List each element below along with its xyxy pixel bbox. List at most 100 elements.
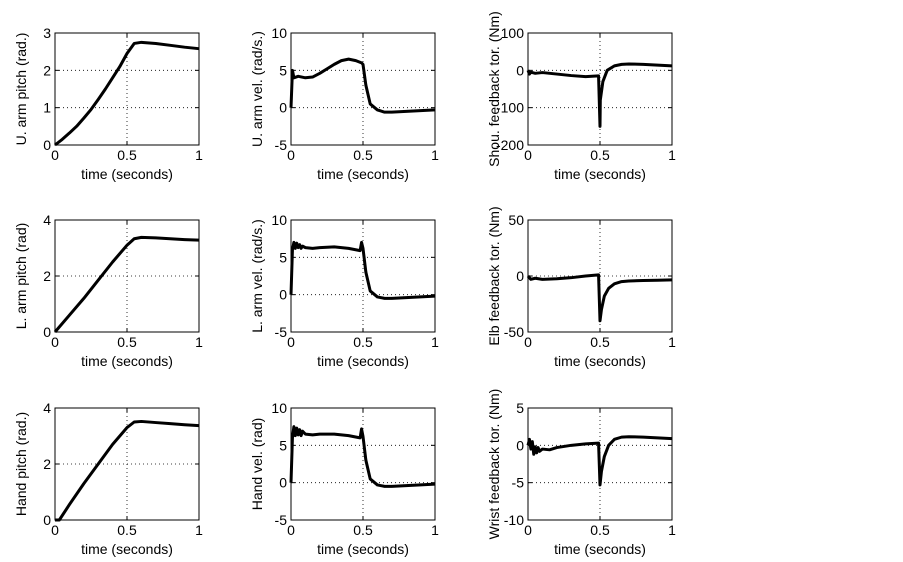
y-tick-label: 0 [43, 137, 51, 153]
x-tick-label: 0.5 [117, 522, 137, 538]
axes-box [290, 219, 436, 333]
x-tick-label: 0 [524, 147, 532, 163]
subplot: 0 0.5 1 -10 -5 0 5 time (seconds) Wrist feedback… [486, 389, 676, 557]
y-tick-label: 0 [43, 512, 51, 528]
y-axis-label: L. arm vel. (rad/s.) [249, 219, 265, 333]
y-tick-label: 5 [279, 62, 287, 78]
y-axis-label: Shou. feedback tor. (Nm) [486, 11, 502, 167]
x-tick-label: 0 [524, 334, 532, 350]
subplot: 0 0.5 1 0 2 4 time (seconds) Hand pitch (rad.) [13, 400, 203, 557]
y-tick-label: -5 [512, 475, 525, 491]
x-tick-label: 1 [195, 522, 203, 538]
y-tick-label: -100 [496, 100, 524, 116]
y-tick-label: 10 [271, 25, 287, 41]
x-tick-label: 0 [51, 334, 59, 350]
axes-box [54, 219, 200, 333]
x-axis-label: time (seconds) [317, 166, 409, 182]
axes-box [54, 32, 200, 146]
axes-box [54, 407, 200, 521]
y-tick-label: 10 [271, 212, 287, 228]
x-tick-label: 1 [668, 522, 676, 538]
y-tick-label: 5 [279, 249, 287, 265]
data-line [526, 62, 673, 128]
y-axis-label: U. arm vel. (rad/s.) [249, 31, 265, 147]
y-tick-label: 2 [43, 62, 51, 78]
y-tick-label: 2 [43, 268, 51, 284]
x-tick-label: 1 [668, 147, 676, 163]
x-tick-label: 0 [287, 522, 295, 538]
x-tick-label: 0.5 [590, 522, 610, 538]
data-line [289, 240, 436, 300]
axes-box [527, 219, 673, 333]
x-axis-label: time (seconds) [81, 353, 173, 369]
x-axis-label: time (seconds) [554, 353, 646, 369]
x-tick-label: 0.5 [353, 334, 373, 350]
data-line [289, 425, 436, 488]
y-tick-label: 5 [516, 400, 524, 416]
y-axis-label: L. arm pitch (rad) [13, 223, 29, 330]
x-tick-label: 0 [51, 522, 59, 538]
x-axis-label: time (seconds) [81, 541, 173, 557]
x-axis-label: time (seconds) [554, 541, 646, 557]
y-tick-label: 2 [43, 456, 51, 472]
axes-box [290, 32, 436, 146]
y-tick-label: -200 [496, 137, 524, 153]
x-tick-label: 0.5 [590, 147, 610, 163]
x-tick-label: 1 [431, 522, 439, 538]
x-tick-label: 0 [287, 334, 295, 350]
y-tick-label: 10 [271, 400, 287, 416]
y-tick-label: 0 [516, 268, 524, 284]
y-tick-label: 0 [516, 437, 524, 453]
x-tick-label: 0.5 [117, 147, 137, 163]
data-line [526, 435, 673, 487]
y-tick-label: -5 [275, 324, 288, 340]
y-axis-label: Elb feedback tor. (Nm) [486, 206, 502, 345]
data-line [54, 40, 200, 147]
x-tick-label: 1 [195, 334, 203, 350]
x-tick-label: 0.5 [117, 334, 137, 350]
x-axis-label: time (seconds) [317, 541, 409, 557]
x-axis-label: time (seconds) [81, 166, 173, 182]
y-tick-label: 4 [43, 212, 51, 228]
subplot: 0 0.5 1 0 2 4 time (seconds) L. arm pitch (rad) [13, 212, 203, 369]
x-tick-label: 0.5 [353, 147, 373, 163]
x-tick-label: 1 [668, 334, 676, 350]
x-tick-label: 0.5 [590, 334, 610, 350]
y-tick-label: 5 [279, 437, 287, 453]
y-axis-label: U. arm pitch (rad.) [13, 33, 29, 146]
y-axis-label: Wrist feedback tor. (Nm) [486, 389, 502, 540]
y-tick-label: -5 [275, 137, 288, 153]
y-tick-label: -5 [275, 512, 288, 528]
y-tick-label: 50 [508, 212, 524, 228]
data-line [53, 235, 200, 333]
x-tick-label: 1 [195, 147, 203, 163]
x-axis-label: time (seconds) [317, 353, 409, 369]
x-tick-label: 1 [431, 147, 439, 163]
y-tick-label: -50 [504, 324, 524, 340]
y-tick-label: 0 [43, 324, 51, 340]
y-axis-label: Hand pitch (rad.) [13, 412, 29, 516]
x-tick-label: 0 [524, 522, 532, 538]
y-tick-label: 3 [43, 25, 51, 41]
data-line [55, 419, 200, 522]
y-axis-label: Hand vel. (rad) [249, 418, 265, 511]
subplot: 0 0.5 1 0 1 2 3 time (seconds) U. arm pitch (rad… [13, 25, 203, 182]
x-tick-label: 0 [51, 147, 59, 163]
axes-box [527, 32, 673, 146]
data-line [289, 57, 436, 114]
x-axis-label: time (seconds) [554, 166, 646, 182]
subplot: 0 0.5 1 -200 -100 0 100 time (seconds) Shou. fee… [486, 11, 676, 182]
y-tick-label: 100 [501, 25, 525, 41]
data-line [526, 273, 673, 323]
x-tick-label: 0.5 [353, 522, 373, 538]
y-tick-label: 0 [279, 287, 287, 303]
y-tick-label: -10 [504, 512, 524, 528]
x-tick-label: 0 [287, 147, 295, 163]
axes-box [290, 407, 436, 521]
y-tick-label: 1 [43, 100, 51, 116]
y-tick-label: 4 [43, 400, 51, 416]
